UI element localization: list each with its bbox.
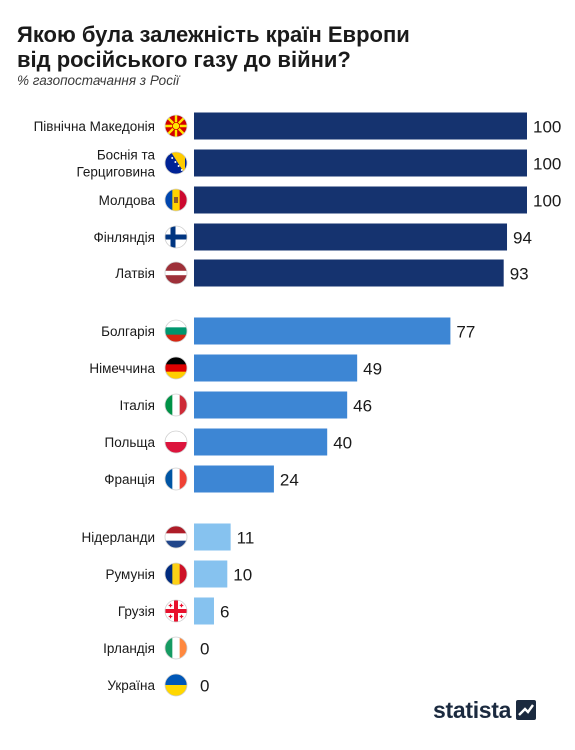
category-label: Україна	[107, 678, 155, 693]
bulgaria-flag-icon	[164, 319, 188, 343]
bar	[194, 317, 451, 345]
value-label: 77	[456, 323, 475, 342]
bar	[194, 560, 228, 588]
value-label: 11	[237, 529, 255, 548]
category-label: Молдова	[99, 193, 156, 208]
category-label: Північна Македонія	[34, 119, 155, 134]
bar	[194, 149, 527, 177]
value-label: 94	[513, 229, 532, 248]
chart-subtitle: % газопостачання з Росії	[17, 73, 179, 88]
moldova-flag-icon	[164, 188, 188, 212]
value-label: 46	[353, 397, 372, 416]
bar	[194, 259, 504, 287]
value-label: 6	[220, 603, 229, 622]
poland-flag-icon	[164, 430, 188, 454]
value-label: 100	[533, 155, 561, 174]
germany-flag-icon	[164, 356, 188, 380]
value-label: 40	[333, 434, 352, 453]
category-label: Грузія	[118, 604, 155, 619]
bar	[194, 597, 214, 625]
romania-flag-icon	[164, 562, 188, 586]
category-label: Франція	[104, 472, 155, 487]
statista-logo: statista	[433, 695, 553, 725]
north-macedonia-flag-icon	[164, 114, 188, 138]
category-label: Румунія	[105, 567, 155, 582]
bar	[194, 523, 231, 551]
bar	[194, 391, 348, 419]
category-label: Польща	[105, 435, 156, 450]
statista-logo-icon	[516, 700, 537, 720]
value-label: 100	[533, 192, 561, 211]
category-label: Боснія та Герциговина	[76, 148, 155, 180]
category-label: Німеччина	[89, 361, 155, 376]
category-label: Фінляндія	[93, 230, 155, 245]
value-label: 0	[200, 677, 209, 696]
statista-logo-text: statista	[433, 696, 512, 723]
value-label: 10	[233, 566, 252, 585]
value-label: 24	[280, 471, 299, 490]
category-label: Нідерланди	[82, 530, 155, 545]
ireland-flag-icon	[164, 636, 188, 660]
bar	[194, 354, 358, 382]
value-label: 0	[200, 640, 209, 659]
ukraine-flag-icon	[164, 673, 188, 697]
category-label: Італія	[120, 398, 155, 413]
value-label: 100	[533, 118, 561, 137]
chart-title: Якою була залежність країн Европи від ро…	[17, 22, 410, 72]
bosnia-flag-icon	[164, 151, 188, 175]
finland-flag-icon	[164, 225, 188, 249]
value-label: 93	[510, 265, 529, 284]
bar	[194, 223, 508, 251]
latvia-flag-icon	[164, 261, 188, 285]
netherlands-flag-icon	[164, 525, 188, 549]
italy-flag-icon	[164, 393, 188, 417]
category-label: Болгарія	[101, 324, 155, 339]
georgia-flag-icon	[164, 599, 188, 623]
bar	[194, 112, 527, 140]
category-label: Латвія	[115, 266, 155, 281]
bar	[194, 428, 328, 456]
bar	[194, 465, 274, 493]
category-label: Ірландія	[103, 641, 155, 656]
bar	[194, 186, 527, 214]
value-label: 49	[363, 360, 382, 379]
france-flag-icon	[164, 467, 188, 491]
